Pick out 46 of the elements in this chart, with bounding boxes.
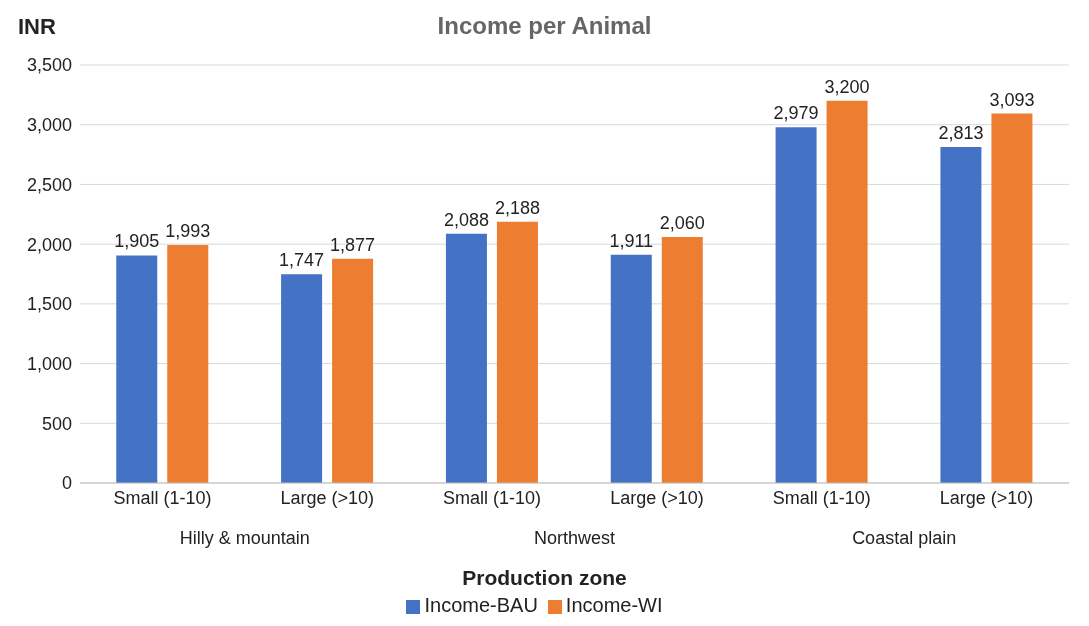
x-tick-label: Small (1-10) <box>113 487 212 508</box>
y-tick-label: 3,000 <box>26 115 72 136</box>
y-tick-label: 2,000 <box>26 234 72 255</box>
legend-label: Income-BAU <box>424 594 538 616</box>
data-label: 3,093 <box>989 89 1035 110</box>
data-label: 1,911 <box>609 230 654 251</box>
data-label: 1,747 <box>279 250 325 271</box>
text: Coastal plain <box>851 528 958 549</box>
bar <box>775 127 817 483</box>
x-axis-title: Production zone <box>461 566 628 590</box>
x-tick-label: Small (1-10) <box>772 487 871 508</box>
bar <box>167 244 209 483</box>
bar <box>661 236 703 483</box>
chart-title: Income per Animal <box>437 12 652 39</box>
y-tick-label: 0 <box>61 473 72 494</box>
bar <box>445 233 487 483</box>
x-tick-label: Large (>10) <box>610 487 704 508</box>
text: Northwest <box>532 528 616 549</box>
bar <box>610 254 652 483</box>
bar <box>496 221 538 483</box>
legend-label: Income-WI <box>565 594 663 616</box>
bar <box>991 113 1033 483</box>
data-label: 2,813 <box>938 123 984 144</box>
x-tick-label: Large (>10) <box>939 487 1034 508</box>
data-label: 2,979 <box>773 103 819 124</box>
y-tick-label: 1,500 <box>26 294 72 315</box>
data-label: 2,188 <box>494 197 540 218</box>
bar <box>116 255 158 483</box>
bar <box>332 258 374 483</box>
y-tick-label: 2,500 <box>26 174 72 195</box>
bar <box>281 274 323 483</box>
data-label: 1,993 <box>165 220 211 241</box>
y-tick-label: 1,000 <box>26 353 72 374</box>
data-label: 1,905 <box>114 231 160 252</box>
data-label: 1,877 <box>330 234 376 255</box>
y-axis-title: INR <box>18 14 56 40</box>
data-label: 2,088 <box>443 209 489 230</box>
y-tick-label: 3,500 <box>26 55 72 76</box>
y-tick-label: 500 <box>41 413 72 434</box>
x-tick-label: Small (1-10) <box>443 487 542 508</box>
data-label: 2,060 <box>659 212 705 233</box>
bar <box>940 147 982 483</box>
bar <box>826 100 868 483</box>
x-tick-label: Large (>10) <box>280 487 375 508</box>
data-label: 3,200 <box>824 76 870 97</box>
text: Hilly & mountain <box>178 528 311 549</box>
